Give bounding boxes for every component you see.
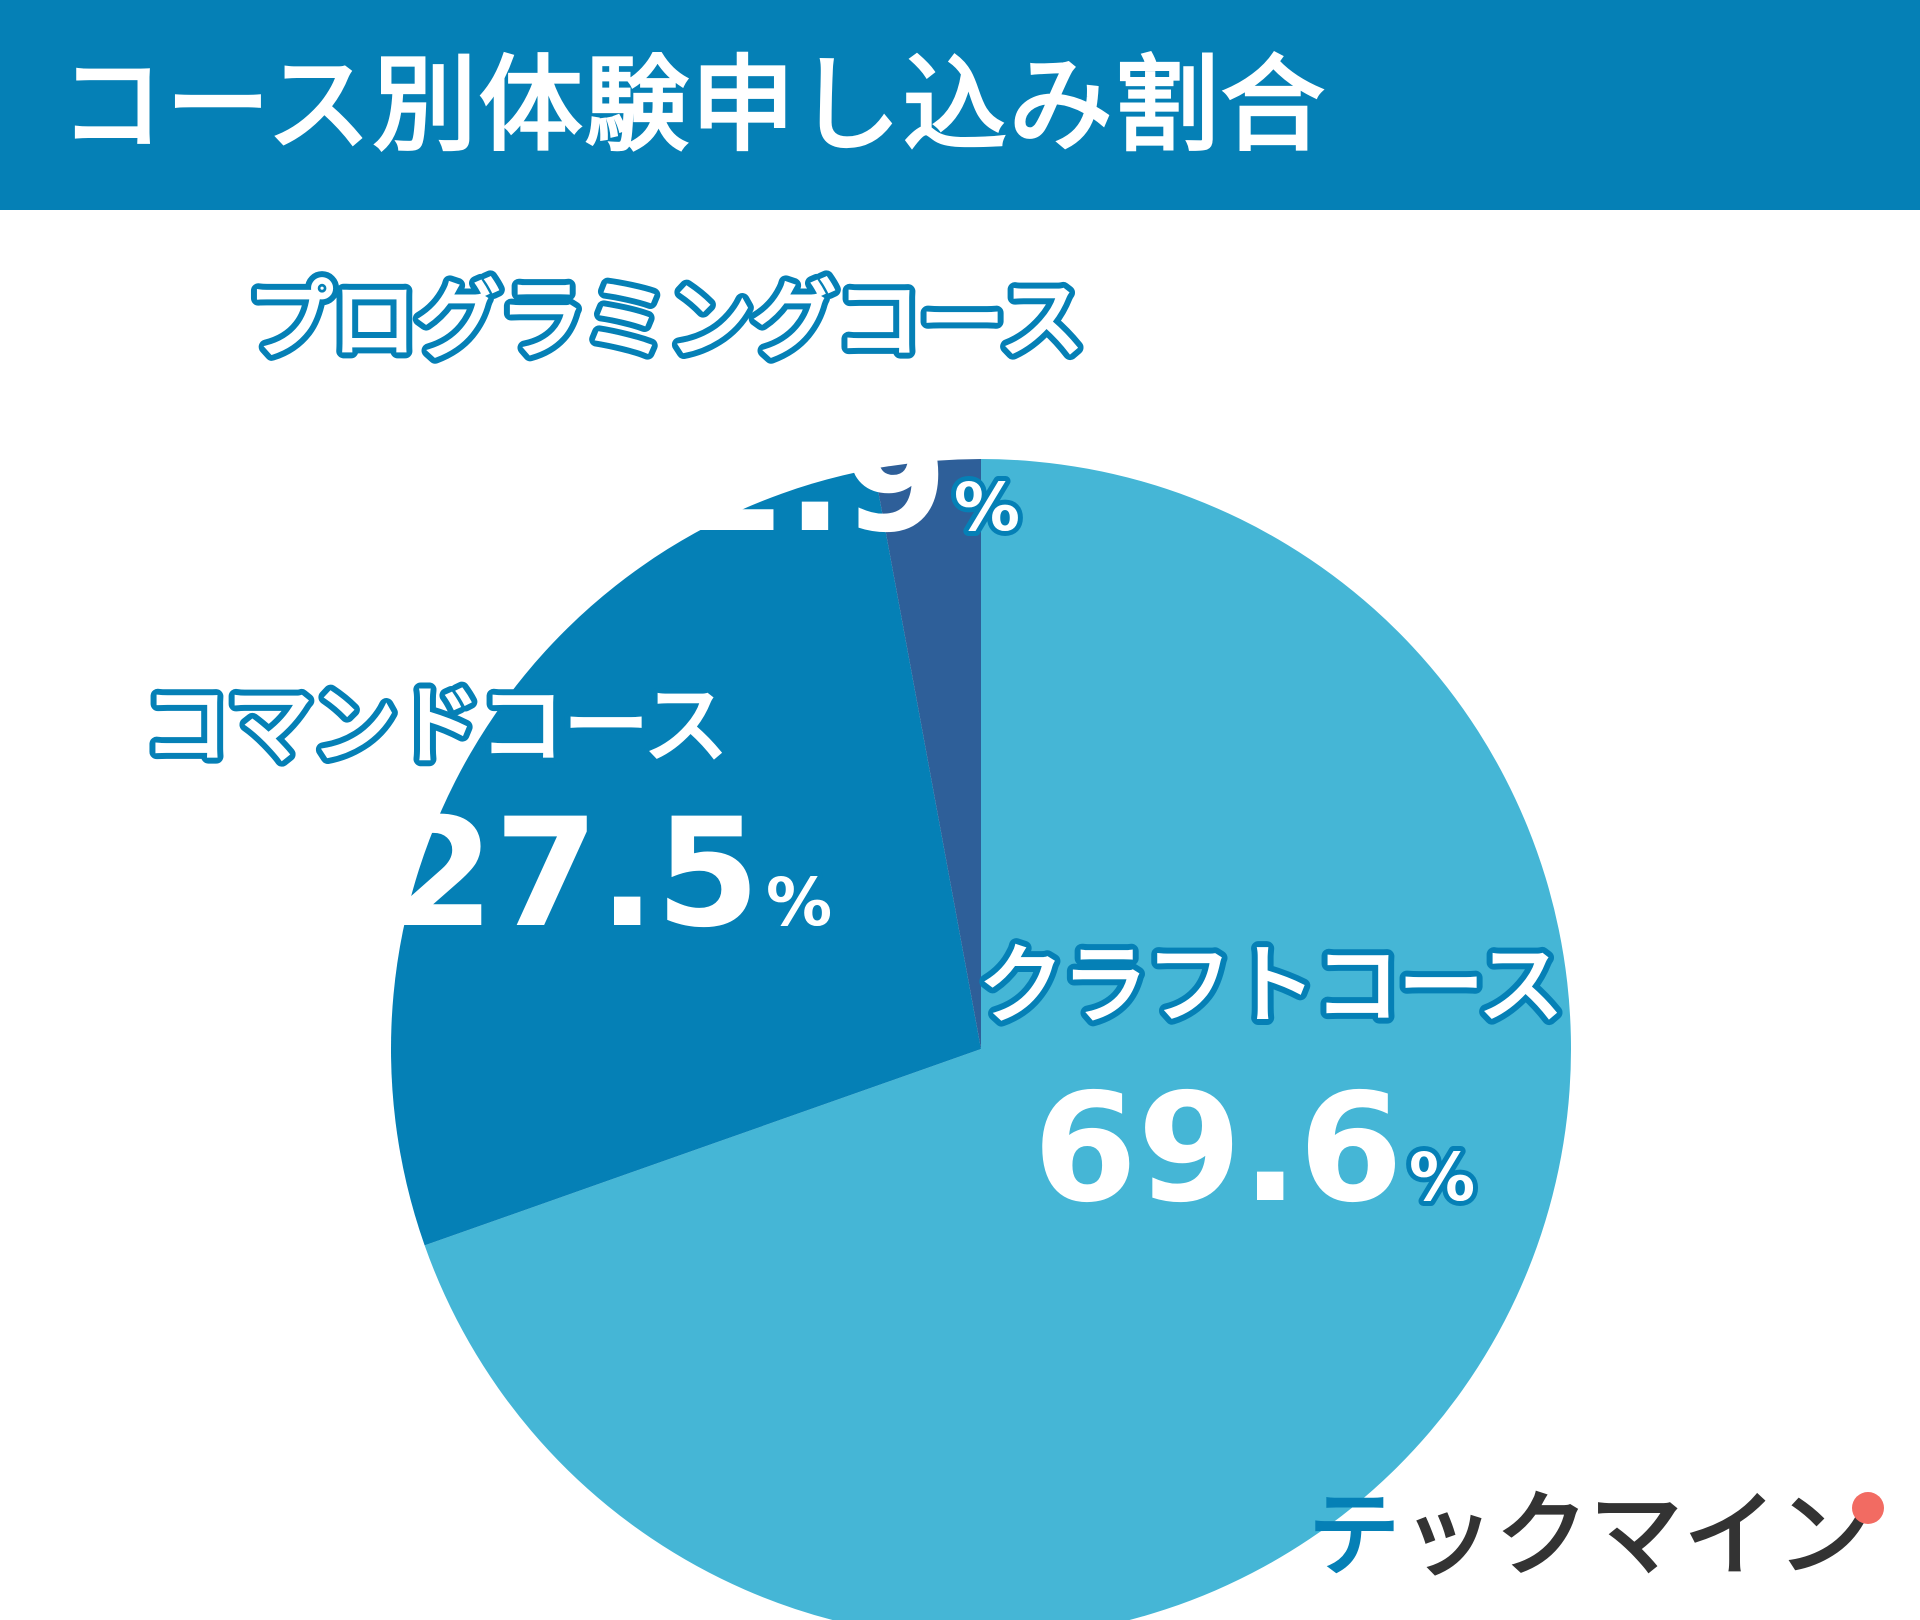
slice-unit-programming: % [954,469,1020,546]
logo-text-rest: ックマイン [1401,1482,1872,1589]
slice-value-command: 27.5 [390,787,760,961]
slice-unit-command: % [766,864,832,941]
slice-name-craft: クラフトコース [978,936,1562,1036]
pie-slice-craft [424,459,1572,1620]
slice-value-programming: 2.9 [682,392,948,566]
slice-name-programming: プログラミングコース [247,271,1083,371]
brand-logo: テックマイン [1308,1486,1884,1586]
logo-text: テックマイン [1308,1486,1872,1586]
logo-dot-icon [1852,1492,1884,1524]
pie-slice-command [390,468,981,1246]
slice-name-command: コマンドコース [143,676,727,776]
title-bar: コース別体験申し込み割合 [0,0,1920,210]
chart-title: コース別体験申し込み割合 [60,44,1327,166]
logo-text-prefix: テ [1307,1482,1402,1589]
pie-slice-programming [874,459,981,1049]
slice-unit-craft: % [1409,1139,1475,1216]
slice-value-craft: 69.6 [1033,1062,1403,1236]
